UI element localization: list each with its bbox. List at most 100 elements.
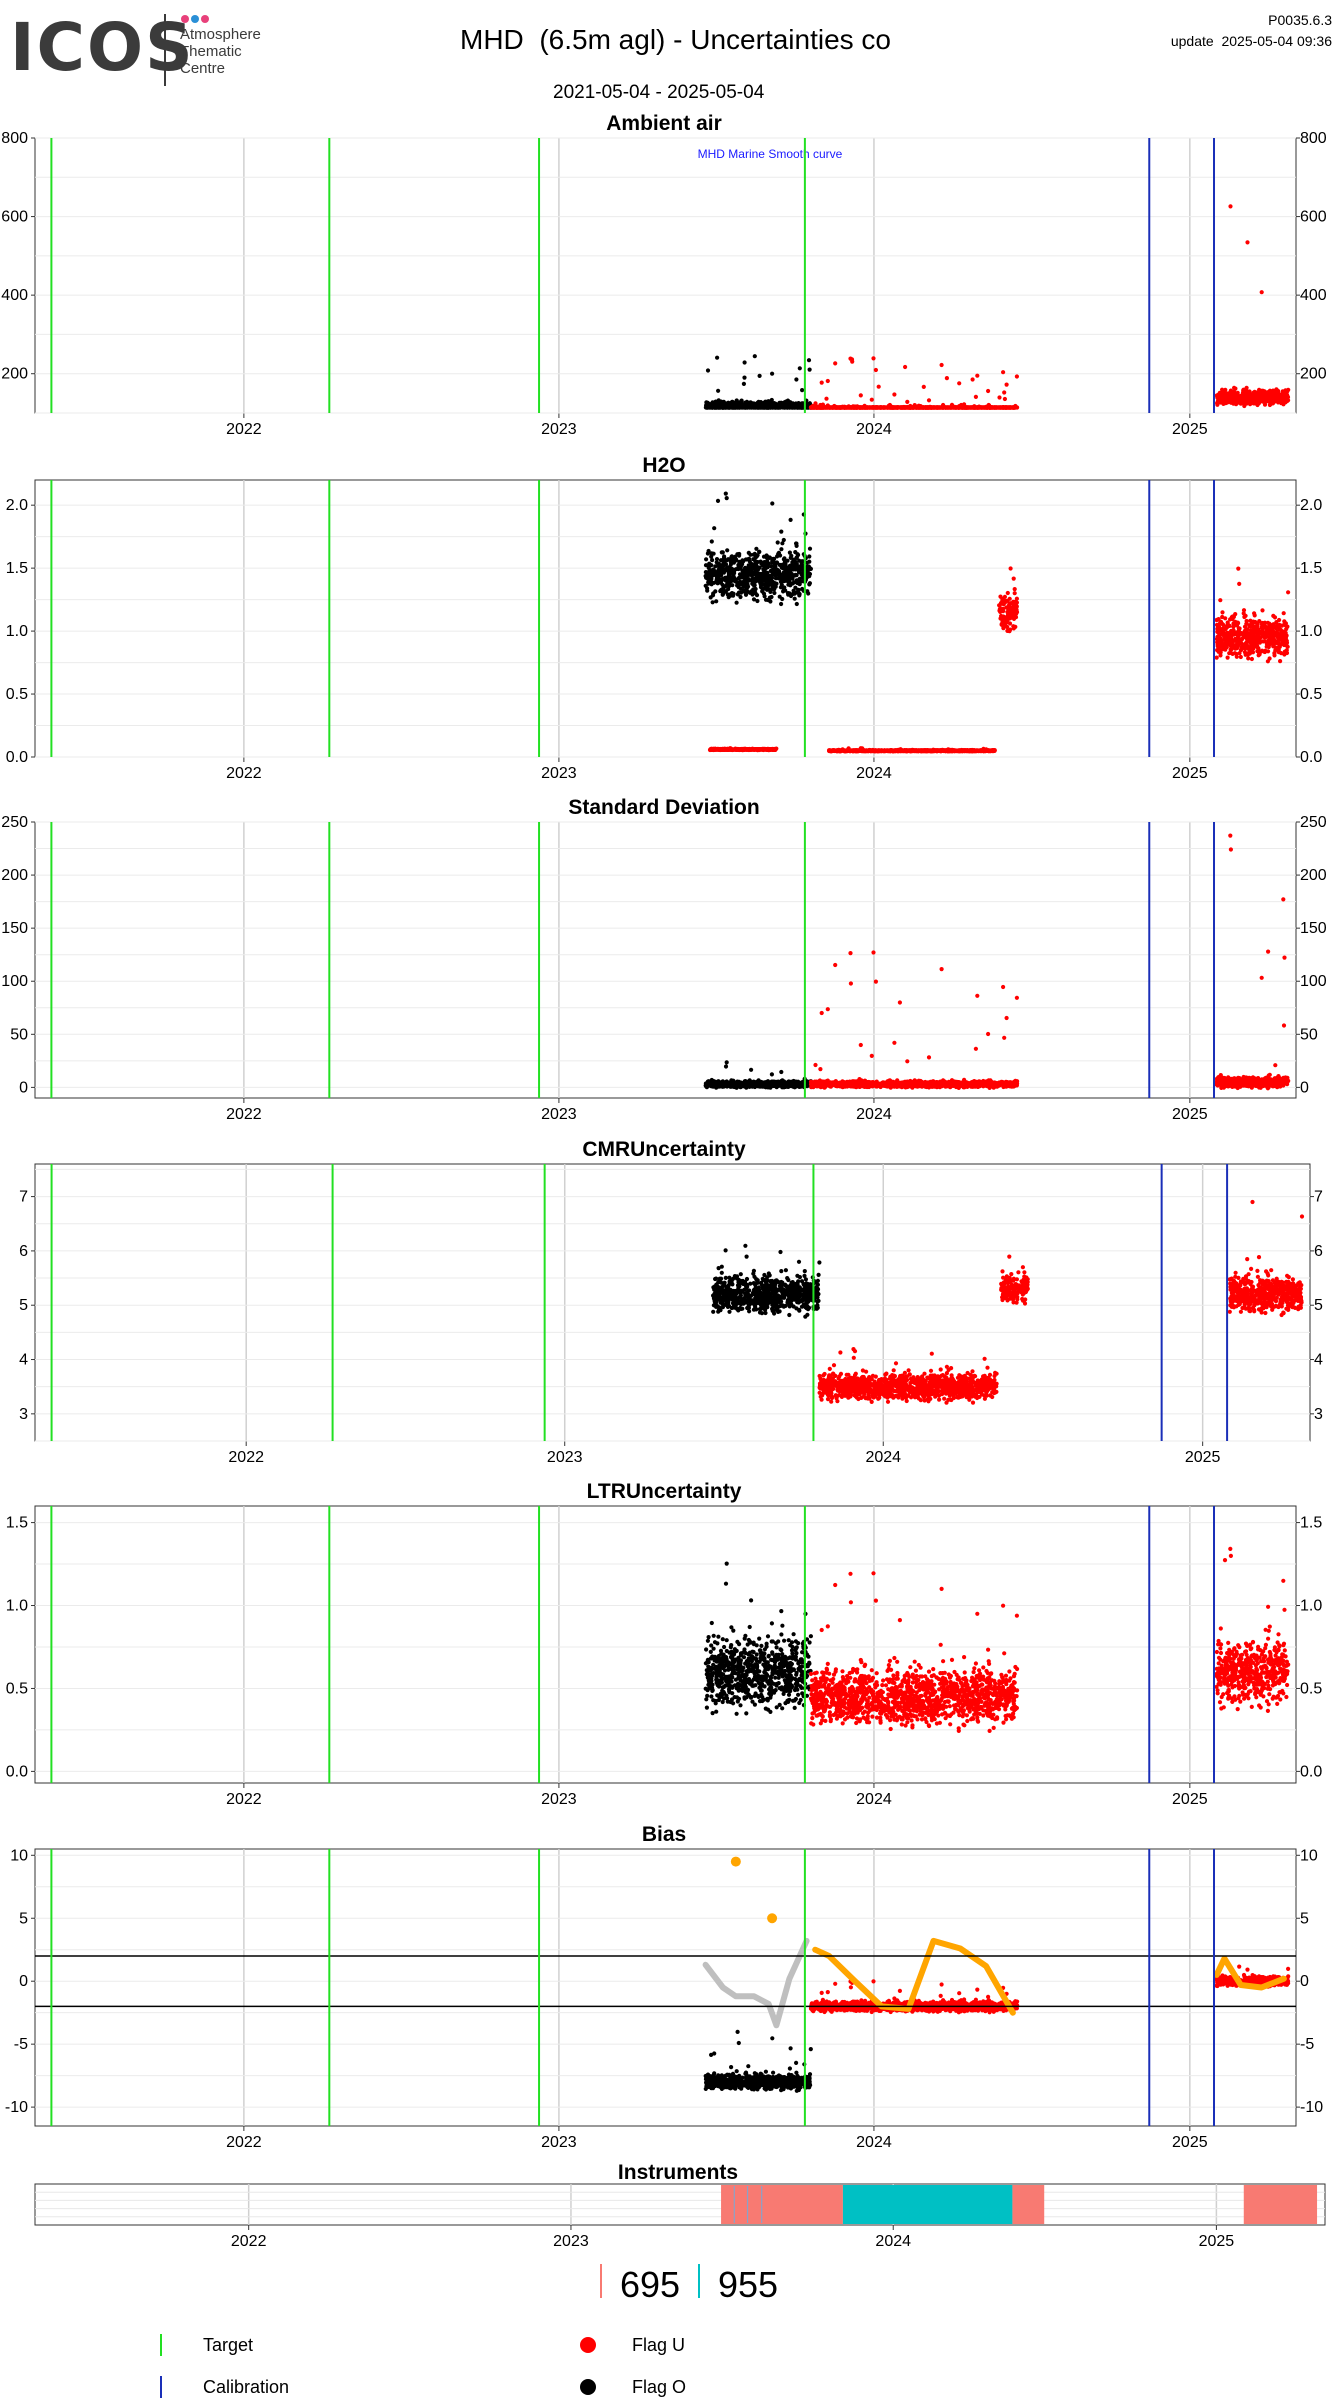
data-point-flag-u (1001, 370, 1006, 375)
data-point-flag-u (825, 378, 830, 384)
data-point-flag-o (767, 403, 772, 408)
data-point-flag-u (1283, 400, 1288, 405)
data-point-flag-u (835, 405, 840, 410)
data-point-flag-u (973, 394, 979, 399)
logo-text: Atmosphere Thematic Centre (180, 26, 261, 77)
data-point-flag-o (706, 580, 711, 585)
data-point-flag-o (780, 585, 786, 590)
plot-frame (34, 137, 1297, 414)
data-point-flag-o (707, 563, 713, 568)
data-point-flag-o (711, 551, 716, 556)
data-point-flag-u (1220, 388, 1226, 394)
data-point-flag-o (710, 405, 715, 410)
data-point-flag-o (772, 401, 777, 406)
data-point-flag-o (789, 405, 794, 410)
data-point-flag-o (727, 405, 732, 410)
data-point-flag-u (975, 373, 980, 378)
data-point-flag-o (728, 556, 734, 561)
data-point-flag-u (869, 397, 874, 402)
data-point-flag-o (710, 558, 715, 563)
data-point-flag-u (708, 747, 713, 752)
data-point-flag-u (997, 395, 1002, 400)
data-point-flag-u (813, 401, 818, 406)
data-point-flag-u (1252, 392, 1257, 397)
data-point-flag-u (854, 405, 859, 410)
data-point-flag-o (779, 529, 784, 534)
data-point-flag-o (765, 565, 770, 570)
data-point-flag-o (763, 597, 769, 602)
data-point-flag-o (788, 593, 794, 599)
data-point-flag-o (704, 400, 709, 405)
data-point-flag-u (1232, 390, 1237, 396)
data-point-flag-o (780, 565, 785, 571)
data-point-flag-o (715, 498, 721, 503)
data-point-flag-o (760, 563, 765, 568)
y-tick-label-left: 0.0 (6, 749, 28, 766)
data-point-flag-o (725, 548, 730, 553)
data-point-flag-u (1233, 386, 1238, 391)
data-point-flag-u (1002, 390, 1007, 395)
data-point-flag-u (959, 405, 964, 410)
header: ICOS Atmosphere Thematic Centre MHD (6.5… (0, 0, 1340, 110)
data-point-flag-u (824, 396, 829, 401)
data-point-flag-o (742, 360, 747, 365)
logo-dot-pink (181, 15, 189, 23)
data-point-flag-o (807, 581, 813, 586)
data-point-flag-u (1275, 399, 1280, 404)
data-point-flag-u (1259, 290, 1264, 295)
data-point-flag-u (718, 747, 723, 752)
data-point-flag-o (805, 569, 810, 574)
data-point-flag-u (939, 362, 944, 368)
data-point-flag-o (709, 571, 715, 577)
data-point-flag-o (754, 577, 759, 583)
data-point-flag-u (1007, 405, 1013, 410)
x-tick-label: 2025 (1172, 421, 1208, 438)
data-point-flag-o (718, 589, 723, 594)
data-point-flag-o (756, 405, 762, 410)
data-point-flag-u (986, 388, 991, 394)
data-point-flag-o (719, 550, 724, 555)
data-point-flag-o (738, 586, 744, 591)
data-point-flag-u (940, 405, 945, 410)
data-point-flag-o (790, 581, 795, 586)
data-point-flag-o (775, 540, 780, 545)
data-point-flag-u (888, 405, 893, 410)
data-point-flag-u (840, 405, 845, 410)
data-point-flag-o (767, 595, 773, 600)
data-point-flag-o (710, 593, 716, 598)
data-point-flag-o (743, 557, 749, 562)
data-point-flag-o (714, 560, 719, 565)
data-point-flag-u (1225, 397, 1230, 402)
data-point-flag-o (720, 405, 725, 410)
data-point-flag-u (1259, 397, 1264, 402)
data-point-flag-o (739, 404, 744, 409)
data-point-flag-o (773, 571, 779, 576)
data-point-flag-u (761, 747, 766, 752)
data-point-flag-o (723, 491, 728, 496)
panel-annotation: MHD Marine Smooth curve (698, 147, 843, 161)
data-point-flag-u (1269, 399, 1274, 404)
logo-line-3: Centre (180, 60, 226, 77)
icos-logo: ICOS (10, 9, 195, 86)
data-point-flag-o (770, 501, 775, 506)
data-point-flag-o (743, 570, 748, 576)
data-point-flag-o (712, 580, 717, 585)
data-point-flag-u (1275, 392, 1281, 397)
data-point-flag-u (876, 384, 881, 389)
data-point-flag-o (723, 584, 728, 589)
version-label: P0035.6.3 (1268, 12, 1332, 28)
logo-line-2: Thematic (180, 43, 242, 60)
x-tick-label: 2024 (856, 765, 892, 782)
data-point-flag-o (797, 366, 802, 371)
panel-title: Ambient air (606, 112, 722, 135)
data-point-flag-u (1226, 391, 1231, 396)
data-point-flag-o (731, 567, 736, 573)
data-point-flag-o (797, 558, 802, 563)
data-point-flag-u (892, 392, 897, 397)
data-point-flag-o (731, 591, 736, 596)
data-point-flag-u (1219, 399, 1224, 404)
data-point-flag-o (747, 405, 753, 410)
data-point-flag-u (894, 405, 900, 410)
data-point-flag-o (724, 401, 729, 406)
